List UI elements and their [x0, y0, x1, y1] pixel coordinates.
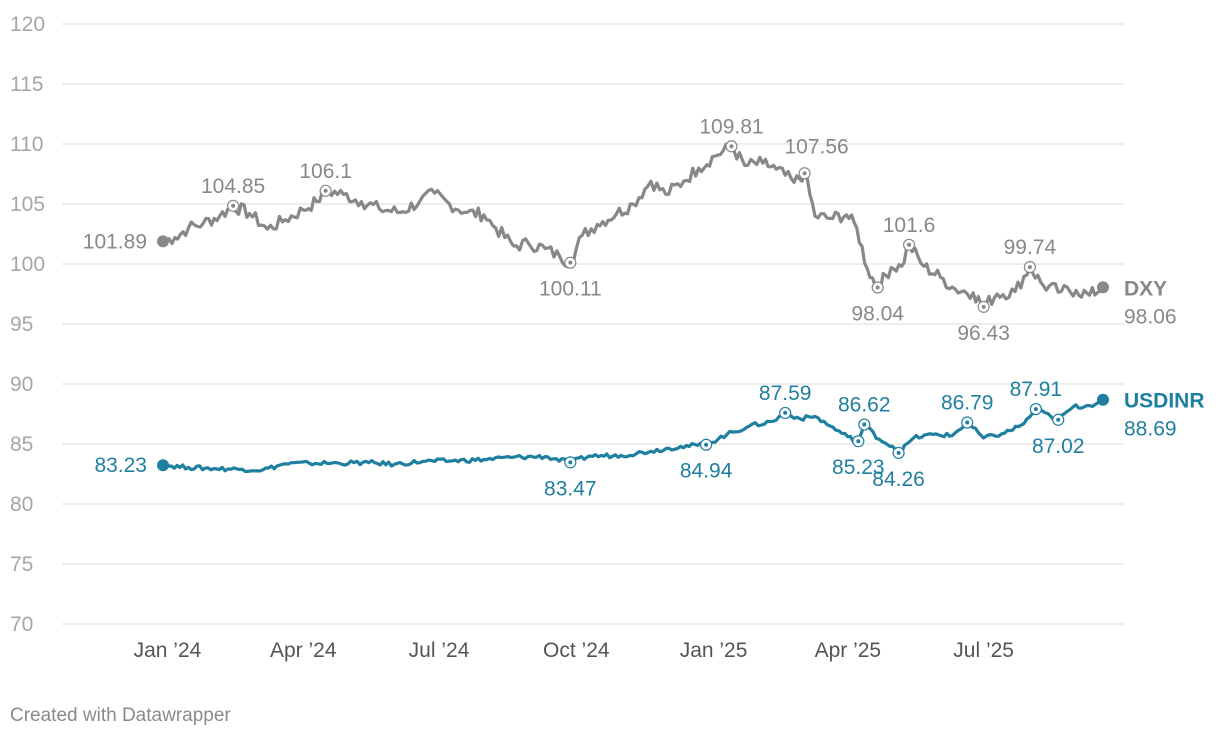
usdinr-annotation-dot [1056, 417, 1061, 422]
usdinr-annotation-dot [965, 420, 970, 425]
y-tick-label: 90 [10, 373, 33, 396]
line-chart: 70 75 80 85 90 95 100 105 110 115 120 Jan ’24 Apr ’… [10, 13, 1205, 662]
dxy-annotation-dot [568, 260, 573, 265]
usdinr-annotation-dot [704, 442, 709, 447]
usdinr-annotation-label: 85.23 [832, 456, 885, 479]
y-tick-label: 85 [10, 433, 33, 456]
usdinr-annotation-dot [896, 450, 901, 455]
dxy-annotation-label: 107.56 [784, 135, 848, 158]
dxy-annotation-dot [802, 171, 807, 176]
usdinr-annotation-label: 84.94 [680, 460, 733, 483]
x-tick-label: Jan ’24 [134, 639, 202, 662]
x-axis-ticks: Jan ’24 Apr ’24 Jul ’24 Oct ’24 Jan ’25 Apr ’… [134, 639, 1014, 662]
dxy-annotation-dot [729, 144, 734, 149]
usdinr-annotation-label: 87.59 [759, 382, 812, 405]
series-lines [161, 142, 1105, 473]
dxy-start-label: 101.89 [83, 230, 147, 253]
usdinr-annotation-dot [862, 422, 867, 427]
dxy-annotation-label: 100.11 [539, 278, 602, 301]
x-tick-label: Jul ’24 [409, 639, 470, 662]
y-tick-label: 100 [10, 253, 45, 276]
dxy-annotation-dot [981, 304, 986, 309]
usdinr-series-name: USDINR [1124, 390, 1205, 413]
dxy-start-point [157, 235, 169, 248]
dxy-annotation-dot [1027, 265, 1032, 270]
dxy-end-point [1097, 281, 1109, 294]
usdinr-annotation-label: 86.79 [941, 392, 994, 415]
dxy-annotation-label: 104.85 [201, 175, 265, 198]
y-tick-label: 75 [10, 553, 33, 576]
usdinr-start-point [157, 459, 169, 472]
dxy-annotation-label: 98.04 [851, 303, 904, 326]
usdinr-start-label: 83.23 [94, 454, 147, 477]
dxy-end-label: 98.06 [1124, 305, 1177, 328]
usdinr-annotation-label: 86.62 [838, 394, 891, 417]
usdinr-end-label: 88.69 [1124, 418, 1177, 441]
y-tick-label: 115 [10, 73, 43, 96]
dxy-annotation-label: 101.6 [883, 214, 936, 237]
y-tick-label: 120 [10, 13, 45, 36]
dxy-line [161, 142, 1105, 309]
y-tick-label: 80 [10, 493, 33, 516]
y-tick-label: 105 [10, 193, 45, 216]
y-tick-label: 110 [10, 133, 43, 156]
usdinr-annotation-label: 87.02 [1032, 435, 1085, 458]
usdinr-end-point [1097, 393, 1109, 406]
dxy-annotation-label: 106.1 [299, 160, 352, 183]
dxy-annotation-dot [231, 203, 236, 208]
dxy-annotation-label: 99.74 [1004, 236, 1057, 259]
dxy-annotation-label: 109.81 [699, 115, 763, 138]
dxy-annotation-dot [907, 242, 912, 247]
gridlines [62, 23, 1124, 625]
y-tick-label: 70 [10, 613, 33, 636]
usdinr-annotation-dot [856, 439, 861, 444]
dxy-annotation-dot [323, 188, 328, 193]
x-tick-label: Jul ’25 [953, 639, 1014, 662]
y-tick-label: 95 [10, 313, 33, 336]
usdinr-line [161, 398, 1105, 473]
usdinr-annotation-dot [783, 410, 788, 415]
usdinr-annotation-label: 87.91 [1010, 378, 1063, 401]
y-axis-ticks: 70 75 80 85 90 95 100 105 110 115 120 [10, 13, 45, 636]
x-tick-label: Apr ’24 [270, 639, 337, 662]
dxy-annotation-dot [875, 285, 880, 290]
dxy-series-name: DXY [1124, 277, 1167, 300]
usdinr-annotation-dot [1033, 407, 1038, 412]
usdinr-annotation-label: 84.26 [872, 468, 925, 491]
annotations: 101.89 DXY 98.06 104.85 106.1 100.11 109.81 107… [83, 115, 1205, 500]
usdinr-annotation-label: 83.47 [544, 477, 597, 500]
usdinr-annotation-dot [568, 460, 573, 465]
x-tick-label: Oct ’24 [543, 639, 610, 662]
x-tick-label: Apr ’25 [815, 639, 882, 662]
dxy-annotation-label: 96.43 [957, 322, 1010, 345]
credit-text: Created with Datawrapper [10, 705, 231, 726]
x-tick-label: Jan ’25 [680, 639, 748, 662]
